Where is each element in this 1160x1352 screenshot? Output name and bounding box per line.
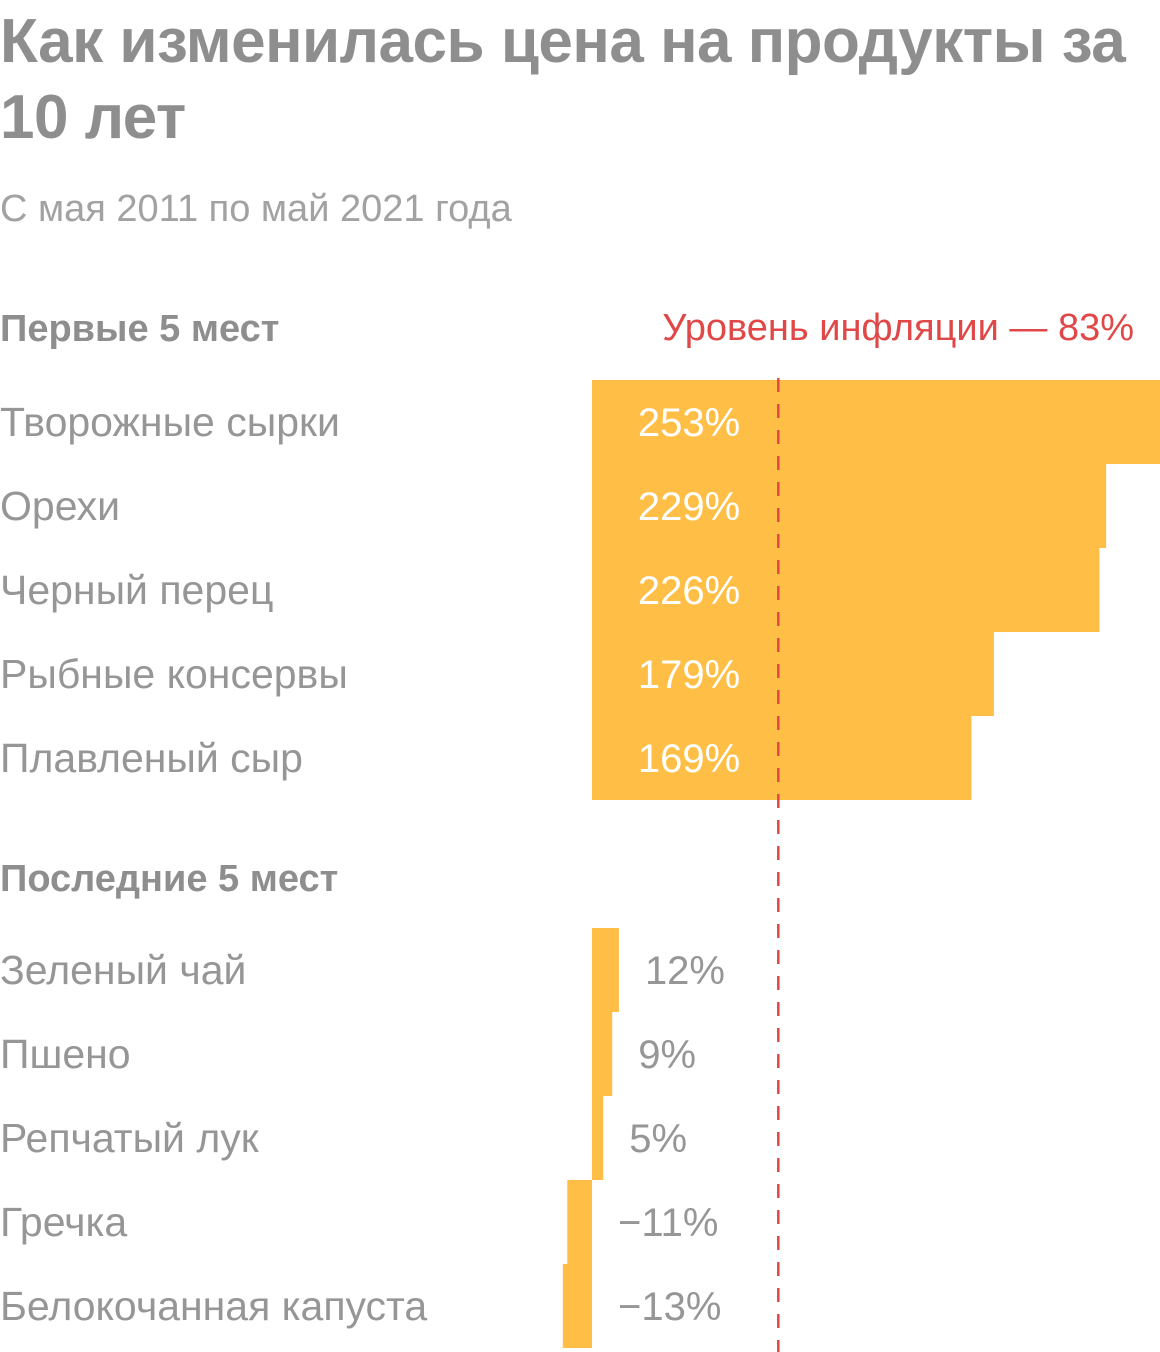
- category-label: Белокочанная капуста: [0, 1283, 427, 1329]
- value-label: 179%: [638, 653, 740, 697]
- category-label: Зеленый чай: [0, 947, 246, 993]
- value-label: 5%: [629, 1117, 687, 1161]
- group-label-top: Первые 5 мест: [0, 308, 280, 350]
- category-label: Орехи: [0, 483, 120, 529]
- bar-bottom-3: [567, 1180, 592, 1264]
- category-label: Пшено: [0, 1031, 131, 1077]
- bar-bottom-1: [592, 1012, 613, 1096]
- value-label: 226%: [638, 569, 740, 613]
- value-label: 9%: [638, 1033, 696, 1077]
- value-label: 169%: [638, 737, 740, 781]
- bar-bottom-2: [592, 1096, 604, 1180]
- category-label: Плавленый сыр: [0, 735, 303, 781]
- value-label: −11%: [618, 1201, 718, 1245]
- bar-top-4: [592, 716, 972, 800]
- bar-top-2: [592, 548, 1100, 632]
- value-label: −13%: [618, 1285, 721, 1329]
- category-label: Репчатый лук: [0, 1115, 260, 1161]
- value-label: 229%: [638, 485, 740, 529]
- value-label: 12%: [645, 949, 725, 993]
- bar-top-0: [592, 380, 1160, 464]
- value-label: 253%: [638, 401, 740, 445]
- category-label: Черный перец: [0, 567, 273, 613]
- category-label: Творожные сырки: [0, 399, 340, 445]
- category-label: Рыбные консервы: [0, 651, 348, 697]
- bar-bottom-4: [562, 1264, 592, 1348]
- bar-bottom-0: [592, 928, 619, 1012]
- bar-top-3: [592, 632, 994, 716]
- bar-top-1: [592, 464, 1107, 548]
- group-label-bottom: Последние 5 мест: [0, 858, 339, 900]
- chart-title: Как изменилась цена на продукты за 10 ле…: [0, 7, 1126, 152]
- inflation-line-label: Уровень инфляции — 83%: [662, 307, 1134, 349]
- category-label: Гречка: [0, 1199, 127, 1245]
- chart-subtitle: С мая 2011 по май 2021 года: [0, 188, 512, 230]
